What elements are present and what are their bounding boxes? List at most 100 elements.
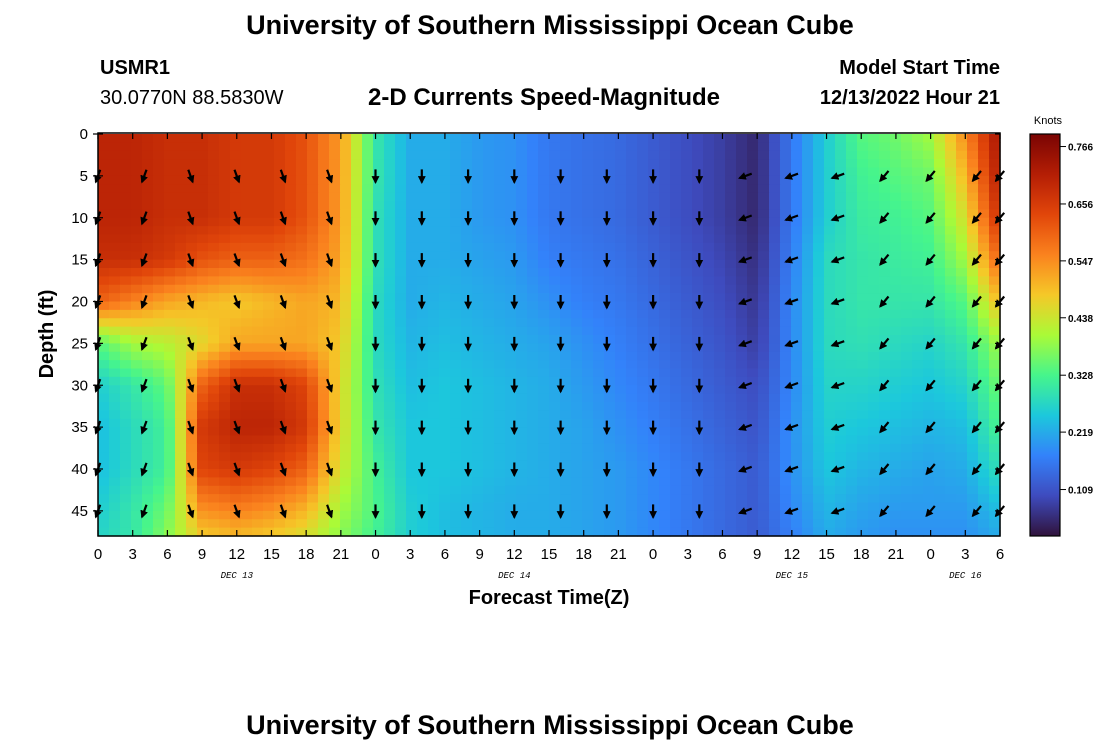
heatmap-cell: [406, 519, 418, 529]
heatmap-cell: [549, 485, 561, 495]
heatmap-cell: [560, 443, 572, 453]
heatmap-cell: [296, 284, 308, 294]
heatmap-cell: [329, 502, 341, 512]
heatmap-cell: [549, 360, 561, 370]
heatmap-cell: [912, 502, 924, 512]
heatmap-cell: [802, 393, 814, 403]
heatmap-cell: [373, 393, 385, 403]
heatmap-cell: [494, 217, 506, 227]
heatmap-cell: [384, 393, 396, 403]
heatmap-cell: [769, 284, 781, 294]
heatmap-cell: [461, 460, 473, 470]
heatmap-cell: [384, 309, 396, 319]
heatmap-cell: [549, 167, 561, 177]
heatmap-cell: [560, 494, 572, 504]
heatmap-cell: [263, 268, 275, 277]
heatmap-cell: [703, 402, 715, 411]
heatmap-cell: [637, 175, 649, 185]
heatmap-cell: [714, 360, 726, 370]
heatmap-cell: [340, 460, 352, 470]
heatmap-cell: [142, 209, 154, 219]
direction-arrow: [925, 463, 936, 476]
heatmap-cell: [384, 510, 396, 520]
heatmap-cell: [373, 477, 385, 487]
heatmap-cell: [912, 326, 924, 336]
heatmap-cell: [120, 527, 132, 537]
heatmap-cell: [527, 150, 539, 160]
heatmap-cell: [681, 510, 693, 520]
heatmap-cell: [780, 351, 792, 361]
heatmap-cell: [835, 443, 847, 453]
heatmap-cell: [318, 251, 330, 261]
heatmap-cell: [384, 410, 396, 420]
heatmap-cell: [835, 167, 847, 177]
heatmap-cell: [758, 460, 770, 470]
heatmap-cell: [351, 519, 363, 529]
heatmap-cell: [626, 184, 638, 194]
heatmap-cell: [648, 276, 660, 286]
heatmap-cell: [142, 142, 154, 152]
heatmap-cell: [912, 201, 924, 210]
heatmap-cell: [197, 477, 209, 487]
heatmap-cell: [131, 393, 143, 403]
heatmap-cell: [131, 343, 143, 353]
heatmap-cell: [208, 460, 220, 470]
heatmap-cell: [153, 309, 165, 319]
heatmap-cell: [318, 427, 330, 437]
heatmap-cell: [681, 209, 693, 219]
heatmap-cell: [824, 259, 836, 269]
heatmap-cell: [516, 452, 528, 462]
heatmap-cell: [263, 368, 275, 378]
heatmap-cell: [285, 485, 297, 495]
heatmap-cell: [109, 460, 121, 470]
heatmap-cell: [857, 360, 869, 370]
heatmap-cell: [703, 485, 715, 495]
heatmap-cell: [945, 477, 957, 487]
heatmap-cell: [769, 167, 781, 177]
heatmap-cell: [219, 309, 231, 319]
heatmap-cell: [340, 435, 352, 445]
heatmap-cell: [670, 159, 682, 169]
heatmap-cell: [329, 309, 341, 319]
date-label: DEC 13: [221, 571, 254, 581]
heatmap-cell: [417, 234, 429, 244]
heatmap-cell: [802, 427, 814, 437]
heatmap-cell: [208, 159, 220, 169]
heatmap-cell: [472, 167, 484, 177]
heatmap-cell: [560, 209, 572, 219]
heatmap-cell: [758, 217, 770, 227]
heatmap-cell: [868, 268, 880, 277]
heatmap-cell: [142, 293, 154, 303]
heatmap-cell: [483, 443, 495, 453]
heatmap-cell: [318, 443, 330, 453]
heatmap-cell: [351, 460, 363, 470]
heatmap-cell: [219, 343, 231, 353]
heatmap-cell: [450, 217, 462, 227]
heatmap-cell: [538, 452, 550, 462]
heatmap-cell: [780, 167, 792, 177]
heatmap-cell: [153, 134, 165, 143]
heatmap-cell: [417, 192, 429, 202]
heatmap-cell: [923, 376, 935, 386]
heatmap-cell: [505, 418, 517, 428]
heatmap-cell: [846, 460, 858, 470]
heatmap-cell: [109, 502, 121, 512]
heatmap-cell: [571, 410, 583, 420]
heatmap-cell: [659, 410, 671, 420]
heatmap-cell: [516, 385, 528, 395]
heatmap-cell: [373, 234, 385, 244]
heatmap-cell: [571, 485, 583, 495]
heatmap-cell: [428, 443, 440, 453]
heatmap-cell: [659, 402, 671, 411]
heatmap-cell: [296, 393, 308, 403]
station-coordinates: 30.0770N 88.5830W: [100, 87, 284, 109]
heatmap-cell: [714, 276, 726, 286]
heatmap-cell: [835, 209, 847, 219]
heatmap-cell: [813, 410, 825, 420]
heatmap-cell: [890, 217, 902, 227]
heatmap-cell: [791, 469, 803, 478]
heatmap-cell: [978, 150, 990, 160]
heatmap-cell: [593, 469, 605, 478]
heatmap-cell: [560, 460, 572, 470]
heatmap-cell: [780, 293, 792, 303]
